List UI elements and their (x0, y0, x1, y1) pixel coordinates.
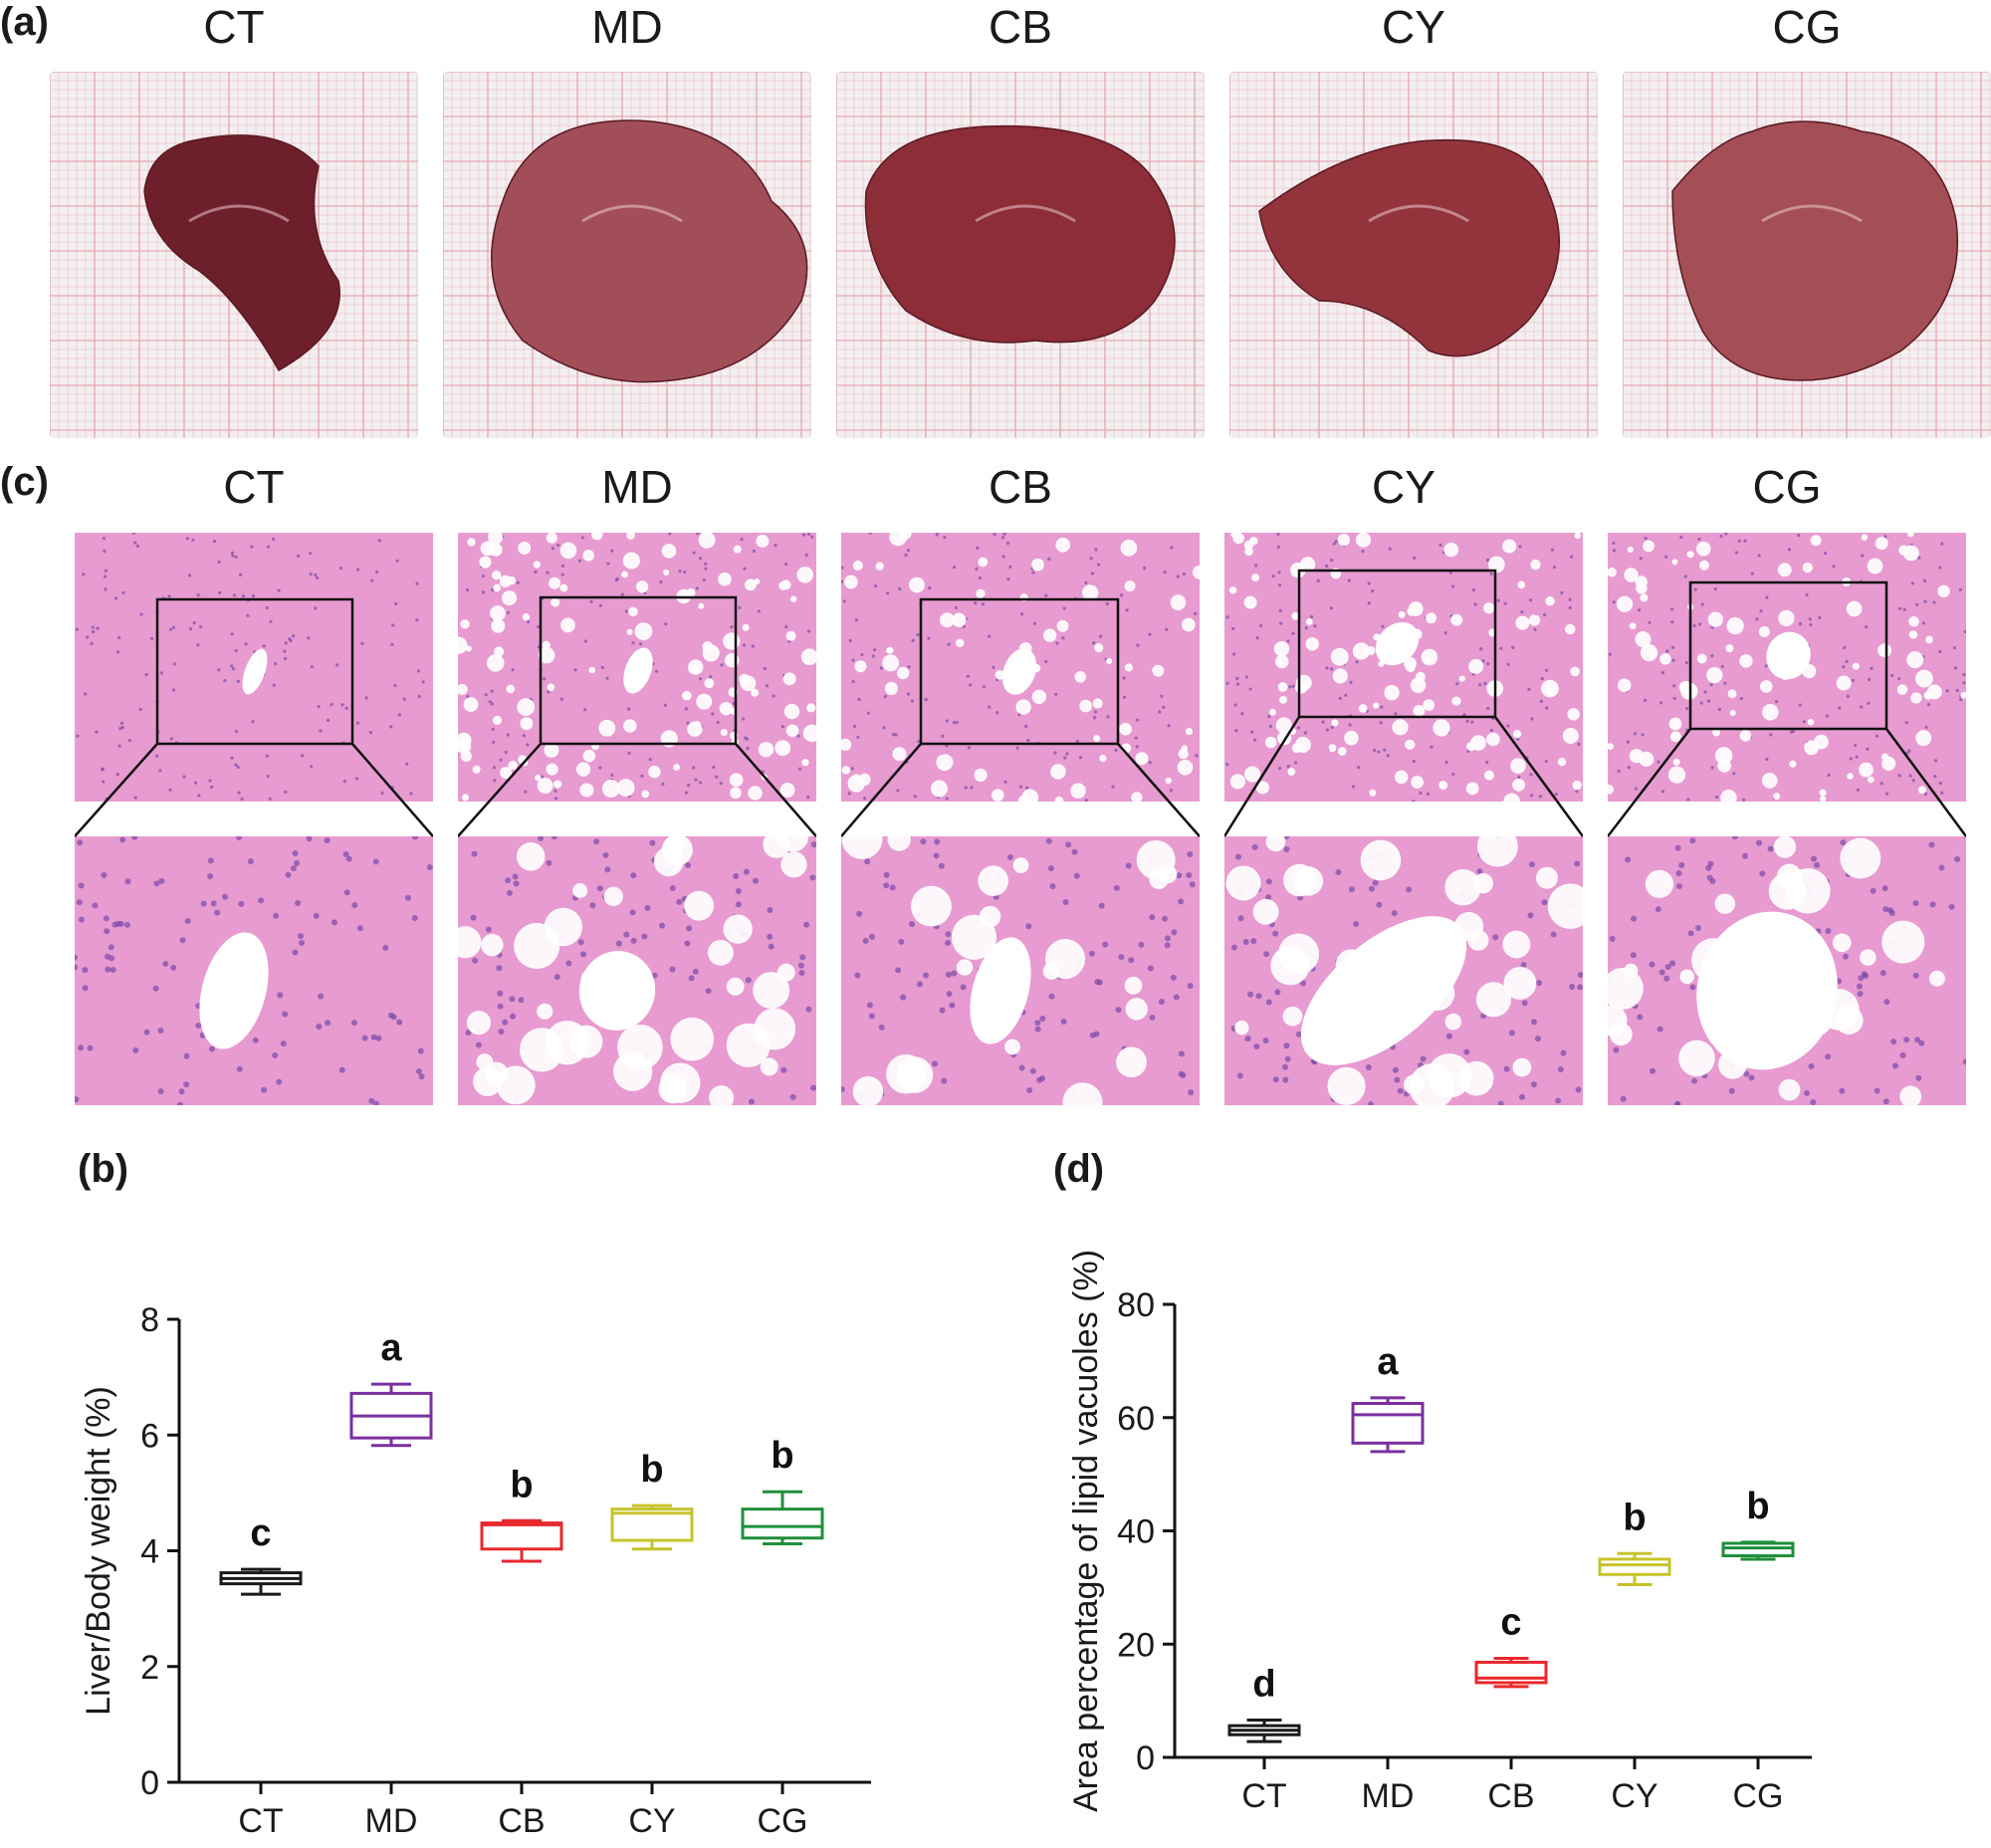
chart-b-box-cb (480, 1518, 563, 1563)
chart-b-y-tick-label: 6 (140, 1417, 159, 1455)
panel-a-title-cb: CB (989, 1, 1052, 53)
chart-b-x-tick-label-ct: CT (238, 1802, 283, 1840)
histology-high-ct (75, 836, 433, 1105)
chart-lipid-vacuoles: 0 20 40 60 80 Area percentage of lipid vacuol… (1067, 1250, 1812, 1815)
liver-photo-cb (836, 72, 1205, 438)
chart-b-x-tick-label-md: MD (365, 1802, 418, 1840)
histology-low-cg (1608, 533, 1966, 802)
chart-d-x-tick-label-md: MD (1362, 1777, 1415, 1815)
chart-b-sig-letter-cy: b (640, 1449, 663, 1491)
liver-photo-cy (1229, 72, 1598, 438)
chart-b-y-tick-label: 4 (140, 1533, 159, 1571)
liver-photo-cg (1623, 72, 1991, 438)
chart-d-box-cb (1474, 1656, 1548, 1689)
chart-d-box-cg (1721, 1540, 1795, 1561)
chart-d-y-tick-label: 0 (1136, 1739, 1155, 1777)
chart-d-y-tick-label: 40 (1117, 1513, 1155, 1551)
chart-b-box-cg (741, 1490, 824, 1546)
chart-d-box-cy (1598, 1551, 1671, 1587)
panel-c-title-cg: CG (1752, 461, 1822, 513)
chart-d-y-label: Area percentage of lipid vacuoles (%) (1067, 1250, 1105, 1812)
chart-d-y-tick-label: 60 (1117, 1400, 1155, 1438)
chart-d-y-tick-label: 80 (1117, 1286, 1155, 1324)
chart-b-y-tick-label: 0 (140, 1764, 159, 1802)
panel-c-letter: (c) (0, 460, 49, 504)
chart-d-y-tick-label: 20 (1117, 1626, 1155, 1664)
chart-b-y-tick-label: 8 (140, 1301, 159, 1339)
zoom-connector-md (458, 744, 816, 837)
chart-d-sig-letter-md: a (1377, 1341, 1399, 1383)
histology-low-md (458, 533, 816, 802)
chart-liver-body-weight: 0 2 4 6 8 Liver/Body weight (%) c CT a MD b CB b CY b C… (80, 1301, 871, 1840)
chart-b-x-tick-label-cb: CB (498, 1802, 545, 1840)
chart-d-x-tick-label-cg: CG (1733, 1777, 1784, 1815)
chart-d-x-tick-label-cy: CY (1611, 1777, 1658, 1815)
chart-b-box-cy (610, 1503, 694, 1551)
panel-c-title-cb: CB (989, 461, 1052, 513)
chart-d-x-tick-label-cb: CB (1487, 1777, 1534, 1815)
panel-a-title-cy: CY (1382, 1, 1445, 53)
chart-d-box-ct (1227, 1718, 1301, 1743)
panel-a-title-cg: CG (1772, 1, 1842, 53)
histology-high-cb (841, 836, 1200, 1105)
chart-d-sig-letter-cy: b (1623, 1497, 1646, 1538)
chart-d-box-md (1351, 1396, 1425, 1454)
chart-b-x-tick-label-cy: CY (628, 1802, 675, 1840)
chart-b-y-tick-label: 2 (140, 1649, 159, 1687)
chart-b-sig-letter-ct: c (250, 1512, 271, 1554)
zoom-connector-cb (841, 744, 1200, 837)
liver-photo-ct (50, 72, 418, 438)
zoom-connector-ct (75, 744, 433, 837)
panel-c-title-md: MD (601, 461, 673, 513)
chart-b-x-tick-label-cg: CG (758, 1802, 808, 1840)
chart-b-box-md (349, 1382, 433, 1448)
histology-high-md (458, 836, 816, 1105)
histology-low-cb (841, 533, 1200, 802)
zoom-connector-cg (1608, 729, 1966, 837)
panel-a-title-md: MD (591, 1, 663, 53)
histology-high-cy (1224, 836, 1583, 1105)
panel-c-title-cy: CY (1372, 461, 1436, 513)
panel-a-title-ct: CT (203, 1, 265, 53)
chart-b-sig-letter-cg: b (771, 1435, 793, 1477)
chart-d-x-tick-label-ct: CT (1241, 1777, 1286, 1815)
zoom-connector-cy (1224, 717, 1583, 837)
panel-b-letter: (b) (78, 1147, 129, 1191)
chart-b-sig-letter-cb: b (510, 1464, 533, 1505)
histology-high-cg (1608, 836, 1966, 1105)
histology-low-ct (75, 533, 433, 802)
panel-d-letter: (d) (1053, 1147, 1105, 1191)
chart-b-sig-letter-md: a (380, 1327, 402, 1369)
chart-d-sig-letter-ct: d (1252, 1663, 1275, 1705)
panel-a-letter: (a) (0, 0, 49, 44)
chart-d-sig-letter-cg: b (1746, 1486, 1769, 1527)
chart-b-y-label: Liver/Body weight (%) (80, 1386, 117, 1716)
chart-d-sig-letter-cb: c (1500, 1601, 1521, 1643)
chart-b-box-ct (219, 1567, 303, 1596)
liver-photo-md (443, 72, 811, 438)
panel-c-title-ct: CT (223, 461, 285, 513)
